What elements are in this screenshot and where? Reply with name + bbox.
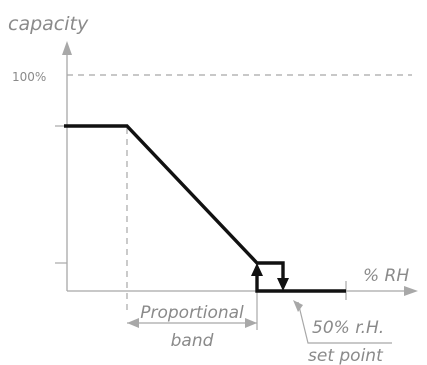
x-axis-label: % RH <box>363 266 409 286</box>
step-up-arrow <box>251 263 263 276</box>
y-axis <box>62 41 72 291</box>
setpoint-leader <box>293 300 392 344</box>
proportional-label: Proportional <box>140 303 244 323</box>
setpoint-label-2: set point <box>308 346 384 365</box>
step-down-arrow <box>277 278 289 291</box>
capacity-curve-off <box>255 275 346 293</box>
y-axis-label: capacity <box>8 13 89 35</box>
band-dimension <box>127 318 257 328</box>
capacity-curve <box>64 124 285 280</box>
band-label: band <box>171 331 214 351</box>
hundred-percent-label: 100% <box>12 70 46 84</box>
x-axis <box>67 286 418 296</box>
setpoint-label-1: 50% r.H. <box>312 318 384 338</box>
